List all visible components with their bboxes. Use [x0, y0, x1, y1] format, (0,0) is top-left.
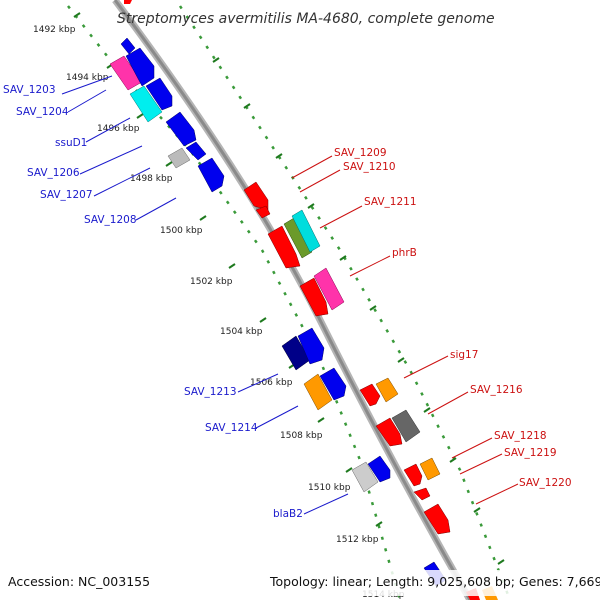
tick-label: 1504 kbp: [220, 327, 263, 337]
tick-mark: [375, 521, 383, 527]
ticks-right: [212, 57, 505, 565]
gene-sav-1219[interactable]: [413, 487, 431, 501]
tick-label: 1494 kbp: [66, 73, 109, 83]
guide-line-left: [67, 5, 402, 600]
tick-label: 1512 kbp: [336, 535, 379, 545]
gene-label[interactable]: phrB: [392, 247, 417, 259]
gene-sav-1216[interactable]: [375, 417, 403, 447]
gene-sav-1204b[interactable]: [145, 77, 173, 111]
gene-label[interactable]: SAV_1220: [519, 477, 572, 489]
tick-mark: [199, 215, 207, 221]
gene-label[interactable]: SAV_1218: [494, 430, 547, 442]
gene-sav-1213b[interactable]: [297, 327, 325, 365]
gene-sav-1206[interactable]: [185, 141, 207, 161]
gene-label[interactable]: SAV_1208: [84, 214, 137, 226]
gene-sav-1211b[interactable]: [291, 209, 321, 253]
gene-sav-1214[interactable]: [303, 373, 333, 411]
gene-blab2[interactable]: [351, 461, 379, 493]
tick-label: 1500 kbp: [160, 226, 203, 236]
genes-left: [109, 37, 447, 587]
gene-sav-1208[interactable]: [197, 157, 225, 193]
leader-lines-right: [291, 155, 519, 505]
page-title: Streptomyces avermitilis MA-4680, comple…: [117, 11, 495, 27]
gene-labels-left: SAV_1203 SAV_1204 ssuD1 SAV_1206 SAV_120…: [3, 84, 303, 520]
gene-label[interactable]: SAV_1210: [343, 161, 396, 173]
tick-mark: [228, 263, 236, 269]
gene-label[interactable]: SAV_1207: [40, 189, 93, 201]
gene-label[interactable]: SAV_1214: [205, 422, 258, 434]
gene-sav-1216b[interactable]: [391, 409, 421, 443]
genes-right: [124, 0, 498, 600]
tick-mark: [259, 317, 267, 323]
gene-label[interactable]: SAV_1206: [27, 167, 80, 179]
tick-mark: [136, 113, 144, 119]
gene-label[interactable]: SAV_1216: [470, 384, 523, 396]
gene-sav-1214b[interactable]: [319, 367, 347, 401]
gene-blab2b[interactable]: [367, 455, 391, 483]
tick-mark: [73, 12, 81, 18]
gene-phrb[interactable]: [313, 267, 345, 311]
guide-line-right: [178, 5, 512, 600]
tick-label: 1506 kbp: [250, 378, 293, 388]
tick-mark: [165, 161, 173, 167]
gene-label[interactable]: SAV_1209: [334, 147, 387, 159]
gene-label[interactable]: SAV_1203: [3, 84, 56, 96]
gene-label[interactable]: SAV_1213: [184, 386, 237, 398]
gene-sav-1220[interactable]: [423, 503, 451, 535]
gene-sav-1202[interactable]: [120, 37, 136, 55]
gene-sig17b[interactable]: [375, 377, 399, 403]
footer-backdrop: [262, 570, 600, 596]
gene-sav-1211a[interactable]: [283, 217, 313, 259]
gene-sav-1211c[interactable]: [267, 225, 301, 269]
topology-text: Topology: linear; Length: 9,025,608 bp; …: [269, 574, 600, 589]
gene-label[interactable]: SAV_1211: [364, 196, 417, 208]
ticks: 1492 kbp 1494 kbp 1496 kbp 1498 kbp 1500…: [33, 12, 405, 600]
tick-label: 1498 kbp: [130, 174, 173, 184]
gene-sav-1201[interactable]: [124, 0, 132, 4]
gene-sav-1218b[interactable]: [419, 457, 441, 481]
gene-sav-1207[interactable]: [167, 147, 191, 169]
gene-label[interactable]: sig17: [450, 349, 478, 361]
gene-sav-1218[interactable]: [403, 463, 423, 487]
guide-lines: [67, 5, 512, 600]
tick-label: 1508 kbp: [280, 431, 323, 441]
tick-label: 1492 kbp: [33, 25, 76, 35]
gene-label[interactable]: SAV_1219: [504, 447, 557, 459]
tick-mark: [317, 417, 325, 423]
gene-sav-1209[interactable]: [243, 181, 269, 211]
leader-lines-left: [61, 75, 349, 515]
tick-label: 1502 kbp: [190, 277, 233, 287]
gene-labels-right: SAV_1209 SAV_1210 SAV_1211 phrB sig17 SA…: [334, 147, 572, 489]
gene-sig17[interactable]: [359, 383, 381, 407]
gene-sav-1204[interactable]: [129, 85, 163, 123]
gene-label[interactable]: ssuD1: [55, 137, 87, 149]
accession-text: Accession: NC_003155: [8, 574, 150, 589]
gene-phrb-b[interactable]: [299, 277, 329, 317]
gene-label[interactable]: blaB2: [273, 508, 303, 520]
gene-label[interactable]: SAV_1204: [16, 106, 69, 118]
tick-label: 1496 kbp: [97, 124, 140, 134]
gene-sav-1210[interactable]: [255, 205, 271, 219]
chromosome-backbone: [112, 0, 474, 600]
tick-mark: [345, 467, 353, 473]
gene-ssud1[interactable]: [165, 111, 197, 147]
tick-label: 1510 kbp: [308, 483, 351, 493]
gene-sav-1203b[interactable]: [125, 47, 155, 87]
